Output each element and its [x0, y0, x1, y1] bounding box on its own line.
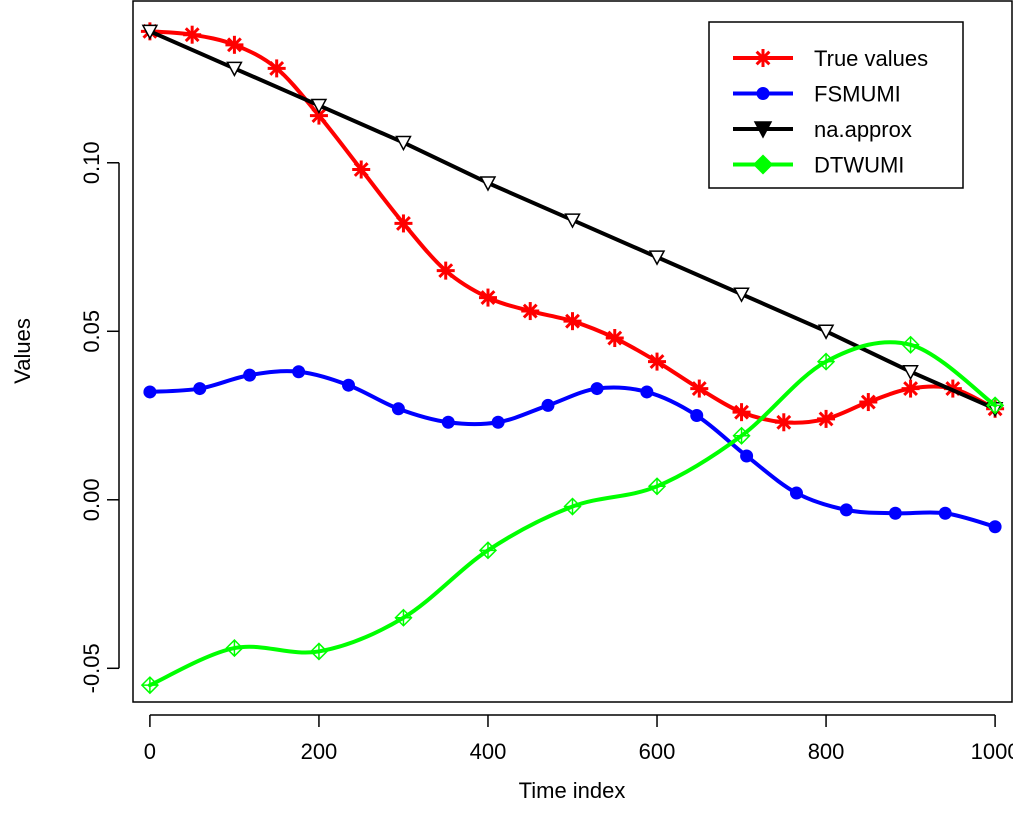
data-point: [310, 98, 328, 115]
series-layer: [140, 22, 1005, 695]
y-tick-label: 0.10: [79, 141, 104, 184]
data-point: [395, 135, 412, 152]
data-point: [902, 364, 919, 381]
data-point: [436, 261, 455, 280]
data-point: [143, 385, 157, 399]
data-point: [590, 382, 604, 396]
x-tick-label: 0: [144, 739, 156, 764]
data-point: [564, 213, 581, 229]
data-point: [292, 365, 306, 379]
legend-item: na.approx: [733, 117, 912, 142]
data-point: [441, 415, 455, 429]
data-point: [839, 503, 853, 517]
data-point: [521, 302, 540, 321]
data-point: [478, 288, 497, 307]
x-tick-label: 800: [808, 739, 845, 764]
data-point: [183, 25, 202, 44]
data-point: [888, 506, 902, 520]
legend-item: FSMUMI: [733, 82, 901, 107]
data-point: [391, 402, 405, 416]
y-tick-label: -0.05: [79, 643, 104, 693]
data-point: [225, 35, 244, 54]
data-point: [226, 61, 243, 77]
data-point: [563, 497, 582, 516]
legend-label: na.approx: [814, 117, 912, 142]
data-point: [690, 379, 709, 398]
legend-marker: [756, 87, 770, 100]
data-point: [491, 415, 505, 429]
data-point: [140, 676, 159, 695]
legend-box: [708, 21, 964, 189]
data-point: [986, 396, 1005, 415]
legend: True values FSMUMI na.approx DTWUMI: [708, 21, 964, 189]
data-point: [563, 312, 582, 331]
data-point: [243, 368, 257, 382]
data-point: [732, 426, 751, 445]
data-point: [342, 378, 356, 392]
x-axis-label: Time index: [519, 778, 626, 803]
data-point: [141, 24, 159, 40]
data-point: [733, 287, 750, 303]
x-tick-label: 200: [301, 739, 338, 764]
data-point: [648, 352, 667, 371]
x-tick-label: 400: [470, 739, 507, 764]
series-3: [140, 335, 1005, 695]
data-point: [394, 608, 413, 627]
series-2: [141, 24, 1004, 418]
data-point: [479, 176, 497, 192]
y-tick-label: 0.00: [79, 478, 104, 521]
y-tick-label: 0.05: [79, 310, 104, 353]
y-axis-label: Values: [10, 318, 35, 384]
data-point: [789, 486, 803, 500]
legend-marker: [754, 49, 772, 67]
y-axis: -0.05 0.00 0.05 0.10: [79, 141, 120, 693]
data-point: [352, 160, 371, 179]
legend-marker: [753, 121, 773, 139]
data-point: [605, 329, 624, 348]
plot-frame: [132, 0, 1013, 703]
data-point: [938, 506, 952, 520]
x-tick-label: 600: [639, 739, 676, 764]
data-point: [740, 449, 754, 463]
data-point: [478, 541, 498, 560]
data-point: [859, 393, 878, 412]
data-point: [817, 324, 835, 340]
data-point: [901, 335, 920, 354]
data-point: [647, 477, 667, 496]
x-tick-label: 1000: [971, 739, 1013, 764]
data-point: [901, 379, 920, 398]
data-point: [690, 409, 704, 423]
legend-item: True values: [733, 46, 928, 71]
data-point: [817, 409, 836, 428]
data-point: [541, 398, 555, 412]
legend-label: True values: [814, 46, 928, 71]
data-point: [309, 642, 329, 661]
data-point: [640, 385, 654, 399]
data-point: [988, 520, 1002, 534]
legend-label: FSMUMI: [814, 82, 901, 107]
data-point: [193, 382, 207, 396]
series-1: [143, 365, 1002, 534]
x-axis: 0 200 400 600 800 1000: [144, 714, 1013, 764]
data-point: [267, 59, 286, 78]
data-point: [394, 214, 413, 233]
data-point: [816, 352, 836, 371]
data-point: [732, 403, 751, 422]
data-point: [225, 639, 244, 658]
legend-marker: [752, 154, 774, 175]
data-point: [648, 250, 666, 266]
legend-label: DTWUMI: [814, 153, 904, 178]
legend-item: DTWUMI: [733, 153, 904, 178]
data-point: [774, 413, 793, 432]
